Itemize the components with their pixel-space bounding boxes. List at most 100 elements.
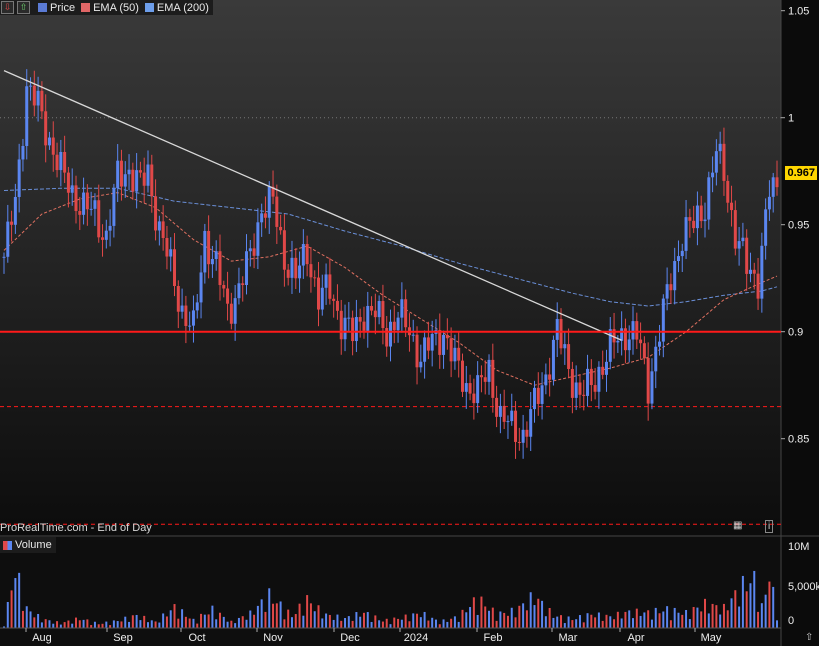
volume-bar bbox=[597, 612, 600, 628]
candle-body bbox=[226, 288, 230, 304]
candle-body bbox=[256, 222, 260, 256]
volume-bar bbox=[218, 612, 221, 628]
volume-bar bbox=[162, 613, 165, 628]
candle-body bbox=[650, 371, 654, 404]
candle-body bbox=[21, 145, 25, 160]
candle-body bbox=[760, 245, 764, 299]
info-icon[interactable]: i bbox=[765, 520, 774, 533]
candle-body bbox=[400, 299, 404, 318]
candle-body bbox=[119, 160, 123, 187]
volume-bar bbox=[620, 618, 623, 628]
volume-bar bbox=[169, 610, 172, 628]
y-tick-label: 1 bbox=[788, 113, 794, 125]
candle-body bbox=[491, 359, 495, 398]
candle-body bbox=[335, 300, 339, 311]
volume-bar bbox=[97, 624, 100, 628]
candle-body bbox=[476, 375, 480, 404]
candle-body bbox=[745, 237, 749, 274]
volume-bar bbox=[476, 614, 479, 628]
volume-bar bbox=[541, 600, 544, 628]
x-tick-label: Feb bbox=[484, 632, 503, 644]
candle-body bbox=[313, 277, 317, 279]
candle-body bbox=[438, 330, 442, 355]
candle-body bbox=[389, 321, 392, 347]
candle-body bbox=[658, 341, 662, 347]
volume-bar bbox=[306, 595, 309, 628]
candle-body bbox=[460, 360, 464, 392]
candle-body bbox=[748, 269, 752, 274]
candle-body bbox=[343, 317, 347, 340]
volume-bar bbox=[419, 617, 422, 628]
legend-price-label[interactable]: Price bbox=[50, 1, 76, 14]
volume-bar bbox=[86, 619, 89, 628]
candle-body bbox=[703, 219, 707, 222]
volume-bar bbox=[181, 609, 184, 628]
volume-bar bbox=[74, 617, 77, 628]
volume-bar bbox=[294, 614, 297, 628]
candle-body bbox=[517, 441, 521, 443]
candle-body bbox=[191, 310, 195, 326]
volume-bar bbox=[321, 618, 324, 628]
volume-bar bbox=[192, 618, 195, 628]
volume-label[interactable]: Volume bbox=[15, 539, 52, 551]
candle-body bbox=[347, 317, 351, 319]
volume-bar bbox=[578, 615, 581, 628]
candle-body bbox=[510, 410, 514, 422]
y-tick-label: 0.95 bbox=[788, 220, 809, 232]
candle-body bbox=[540, 385, 544, 404]
volume-bar bbox=[647, 610, 650, 628]
volume-bar bbox=[203, 614, 206, 628]
volume-bar bbox=[465, 612, 468, 628]
candle-body bbox=[127, 169, 131, 175]
volume-tick-label: 0 bbox=[788, 615, 794, 627]
collapse-up-icon[interactable]: ⇧ bbox=[17, 1, 30, 14]
legend-ema200-label[interactable]: EMA (200) bbox=[156, 1, 209, 14]
candle-body bbox=[180, 305, 184, 312]
candle-body bbox=[59, 152, 63, 171]
candle-body bbox=[154, 196, 158, 231]
calendar-icon[interactable]: ▦ bbox=[733, 520, 743, 531]
candle-body bbox=[601, 366, 605, 375]
candle-body bbox=[161, 221, 165, 238]
candle-body bbox=[157, 221, 161, 231]
candle-body bbox=[40, 90, 44, 112]
candle-body bbox=[93, 200, 97, 209]
candle-body bbox=[301, 244, 305, 266]
candle-body bbox=[358, 317, 362, 322]
candle-body bbox=[324, 274, 328, 288]
candle-body bbox=[123, 174, 127, 187]
expand-up-icon[interactable]: ⇧ bbox=[805, 632, 814, 643]
candle-body bbox=[85, 192, 89, 210]
candle-body bbox=[495, 397, 499, 417]
candle-body bbox=[218, 251, 222, 286]
x-tick-label: Nov bbox=[263, 632, 283, 644]
candle-body bbox=[78, 211, 82, 215]
volume-bar bbox=[370, 621, 373, 628]
volume-bar bbox=[260, 599, 263, 628]
volume-bar bbox=[355, 612, 358, 628]
y-tick-label: 0.85 bbox=[788, 434, 809, 446]
candle-body bbox=[570, 368, 574, 398]
volume-bar bbox=[431, 617, 434, 628]
collapse-down-icon[interactable]: ⇩ bbox=[1, 1, 14, 14]
ema200-swatch bbox=[144, 3, 154, 12]
volume-bar bbox=[563, 623, 566, 628]
candle-body bbox=[536, 387, 540, 404]
volume-bar bbox=[734, 590, 737, 628]
legend-ema50-label[interactable]: EMA (50) bbox=[93, 1, 139, 14]
candle-body bbox=[578, 382, 582, 395]
candle-body bbox=[529, 409, 533, 437]
candle-body bbox=[525, 429, 529, 437]
volume-bar bbox=[272, 603, 275, 628]
volume-bar bbox=[78, 620, 81, 628]
volume-tick-label: 10M bbox=[788, 541, 809, 553]
volume-bar bbox=[704, 598, 707, 628]
volume-bar bbox=[200, 613, 203, 628]
candle-body bbox=[263, 213, 267, 218]
candle-body bbox=[294, 257, 298, 279]
candle-body bbox=[97, 200, 101, 238]
volume-bar bbox=[59, 624, 62, 628]
candle-body bbox=[222, 285, 226, 289]
volume-bar bbox=[131, 615, 134, 628]
candle-body bbox=[684, 217, 688, 251]
